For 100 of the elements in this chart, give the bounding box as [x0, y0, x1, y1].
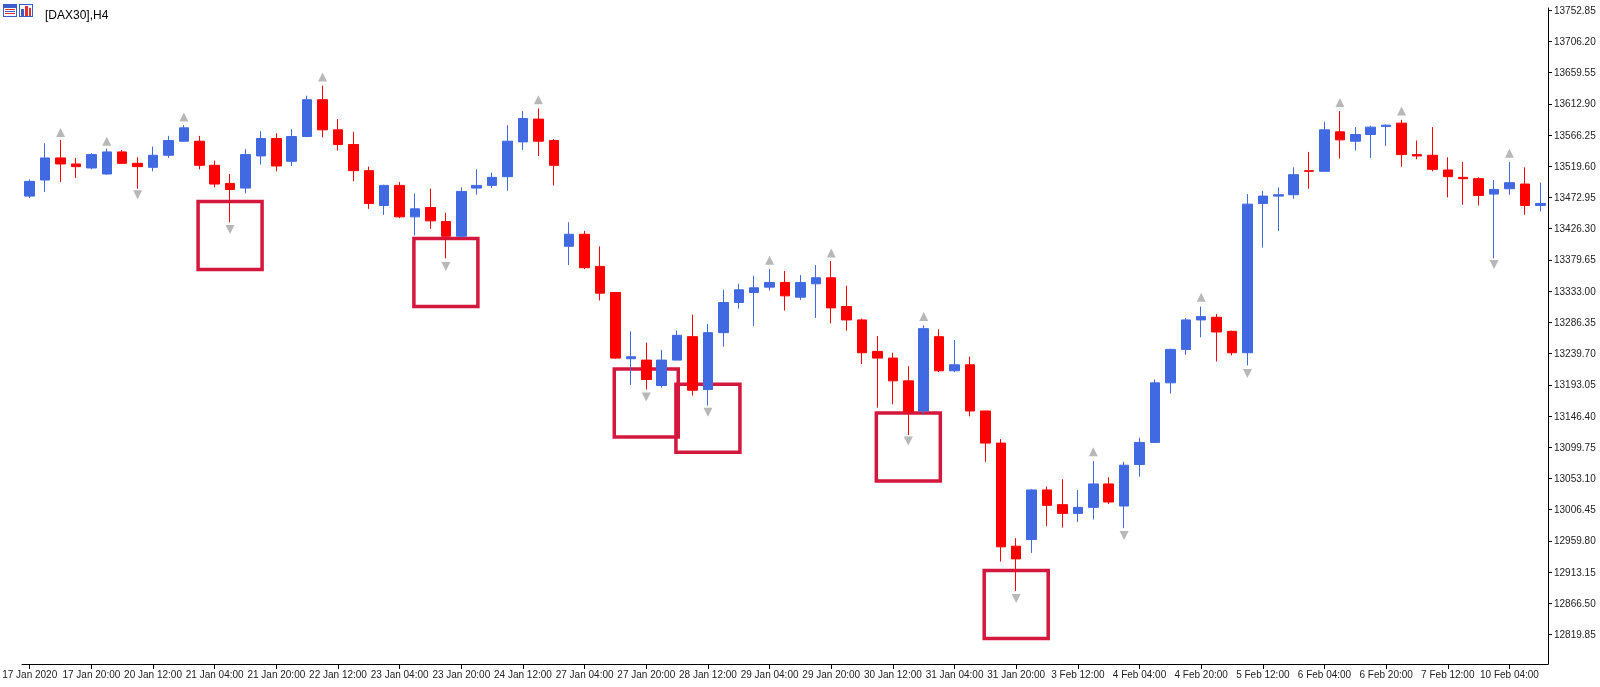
candlestick	[533, 107, 544, 157]
y-tick-label: 12959.80	[1554, 535, 1597, 547]
candlestick	[225, 173, 235, 223]
candlestick	[1335, 110, 1345, 160]
chart-title: [DAX30],H4	[45, 8, 109, 22]
candlestick	[379, 184, 389, 216]
candlestick	[1134, 437, 1145, 478]
candlestick	[194, 135, 205, 170]
point	[133, 190, 143, 200]
candlestick	[1288, 166, 1299, 200]
x-tick-label: 10 Feb 04:00	[1480, 668, 1540, 680]
candlestick	[256, 130, 266, 166]
candlestick	[1258, 190, 1268, 249]
y-tick-label: 13752.85	[1554, 4, 1597, 16]
candlestick	[641, 342, 652, 391]
candlestick	[949, 339, 960, 373]
x-tick-label: 29 Jan 20:00	[802, 668, 861, 680]
candlestick	[1273, 186, 1284, 232]
x-tick-label: 31 Jan 04:00	[925, 668, 984, 680]
x-tick-label: 23 Jan 04:00	[370, 668, 429, 680]
candlestick	[302, 95, 312, 138]
candlestick	[811, 264, 821, 319]
point	[1504, 148, 1514, 158]
candlestick	[1473, 176, 1484, 206]
candlestick	[1350, 126, 1361, 152]
candlestick	[317, 85, 328, 138]
point	[1119, 530, 1129, 540]
x-tick-label: 17 Jan 20:00	[62, 668, 121, 680]
point	[1397, 106, 1407, 116]
candlestick	[980, 410, 991, 463]
point	[225, 225, 235, 235]
x-tick-label: 3 Feb 12:00	[1051, 668, 1105, 680]
y-tick-label: 13006.45	[1554, 504, 1597, 516]
candlestick	[549, 138, 559, 186]
x-tick-label: 24 Jan 12:00	[494, 668, 553, 680]
x-tick-label: 29 Jan 04:00	[740, 668, 799, 680]
candlestick	[1196, 306, 1206, 338]
candlestick	[71, 157, 81, 179]
candlestick	[826, 260, 836, 324]
candlestick	[579, 230, 590, 270]
candlestick	[456, 186, 467, 239]
point	[102, 136, 112, 146]
y-tick-label: 13146.40	[1554, 410, 1597, 422]
candlestick	[841, 285, 852, 332]
candlestick	[888, 352, 898, 405]
candlestick	[394, 181, 405, 219]
candlestick	[1381, 123, 1391, 147]
candlestick	[1165, 348, 1176, 395]
candlestick	[656, 349, 667, 389]
candlestick	[1489, 179, 1499, 259]
y-tick-label: 13053.10	[1554, 473, 1597, 485]
candlestick	[1304, 151, 1314, 190]
x-tick-label: 27 Jan 20:00	[617, 668, 676, 680]
candlestick	[1026, 488, 1037, 554]
point	[1196, 292, 1206, 302]
candlestick	[502, 124, 513, 192]
candlestick	[518, 110, 528, 151]
x-tick-label: 4 Feb 20:00	[1174, 668, 1229, 680]
candlestick	[24, 178, 35, 199]
candlestick	[1458, 161, 1468, 206]
candlestick	[1119, 461, 1129, 529]
candlestick	[749, 275, 759, 327]
x-tick-label: 30 Jan 12:00	[863, 668, 923, 680]
candlestick	[1227, 330, 1237, 356]
point	[179, 112, 189, 122]
y-tick-label: 13239.70	[1554, 348, 1597, 360]
x-tick-label: 7 Feb 12:00	[1421, 668, 1475, 680]
x-tick-label: 28 Jan 12:00	[679, 668, 738, 680]
candlestick	[1242, 193, 1253, 366]
y-tick-label: 13193.05	[1554, 379, 1597, 391]
y-tick-label: 13612.90	[1554, 98, 1597, 110]
y-tick-label: 13333.00	[1554, 285, 1597, 297]
y-tick-label: 13519.60	[1554, 160, 1597, 172]
candlestick	[55, 139, 66, 183]
candlestick	[1088, 460, 1099, 520]
candlestick	[410, 192, 420, 237]
candlestick	[471, 168, 482, 196]
x-tick-label: 5 Feb 12:00	[1236, 668, 1290, 680]
y-tick-label: 12819.85	[1554, 629, 1597, 641]
candlestick	[163, 135, 174, 159]
candlestick	[1443, 156, 1453, 198]
candlestick	[857, 318, 867, 365]
candlestick	[86, 152, 97, 170]
candlestick	[333, 118, 343, 152]
candlestick	[1011, 537, 1021, 592]
candlestick	[441, 212, 451, 259]
candlestick	[626, 330, 636, 386]
point	[1489, 259, 1499, 269]
candlestick	[1042, 486, 1052, 527]
candlestick	[934, 328, 944, 373]
point	[1335, 97, 1345, 107]
x-tick-label: 4 Feb 04:00	[1112, 668, 1167, 680]
x-tick-label: 23 Jan 20:00	[432, 668, 491, 680]
candlestick	[148, 146, 158, 172]
candlestick	[1365, 125, 1376, 159]
y-tick-label: 13286.35	[1554, 316, 1597, 328]
candlestick	[965, 356, 975, 417]
point	[765, 255, 775, 265]
candlestick	[286, 128, 297, 167]
y-tick-label: 12866.50	[1554, 597, 1597, 609]
